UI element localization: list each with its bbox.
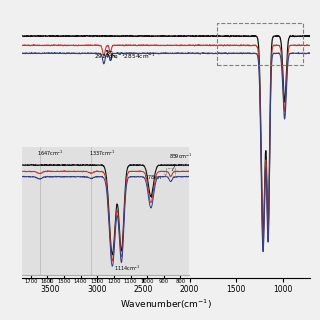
Text: 2924cm$^{-1}$2854cm$^{-1}$: 2924cm$^{-1}$2854cm$^{-1}$ xyxy=(94,52,155,61)
Text: 1647cm$^{-1}$: 1647cm$^{-1}$ xyxy=(37,149,64,158)
Text: 1114cm$^{-1}$: 1114cm$^{-1}$ xyxy=(114,264,140,273)
X-axis label: Wavenumber(cm$^{-1}$): Wavenumber(cm$^{-1}$) xyxy=(120,297,212,310)
Text: 859cm$^{-1}$: 859cm$^{-1}$ xyxy=(169,152,192,171)
Bar xyxy=(218,23,303,65)
Text: 978cm$^{-1}$: 978cm$^{-1}$ xyxy=(144,172,167,197)
Text: 1337cm$^{-1}$: 1337cm$^{-1}$ xyxy=(89,149,116,158)
